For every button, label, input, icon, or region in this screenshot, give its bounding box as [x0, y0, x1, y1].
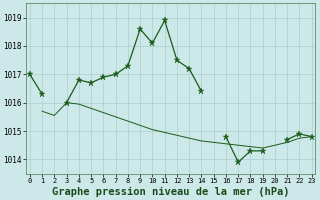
X-axis label: Graphe pression niveau de la mer (hPa): Graphe pression niveau de la mer (hPa)	[52, 186, 290, 197]
